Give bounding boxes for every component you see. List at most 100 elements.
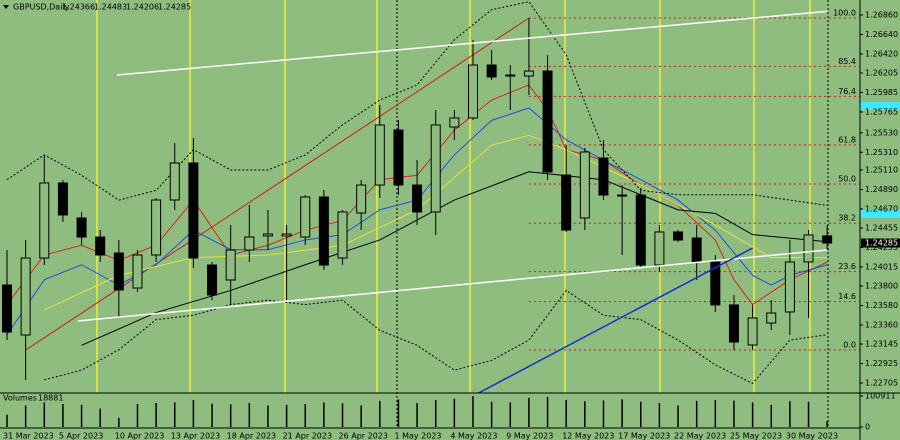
candle-body — [635, 194, 646, 266]
y-tick-label: 1.24455 — [865, 223, 898, 232]
candle-body — [374, 124, 385, 186]
candle-body — [2, 284, 12, 333]
fib-label: 100.0 — [833, 8, 856, 17]
fib-label: 0.0 — [843, 341, 856, 350]
candle-body — [561, 174, 572, 231]
symbol: GBPUSD,Daily — [13, 3, 70, 12]
x-tick-label: 5 Apr 2023 — [59, 432, 103, 440]
x-tick-label: 1 May 2023 — [394, 432, 441, 440]
candle-body — [39, 182, 50, 259]
close: 1.24285 — [158, 3, 191, 12]
candle-body — [523, 70, 534, 77]
y-tick-label: 1.24670 — [865, 204, 898, 213]
y-tick-label: 1.25530 — [865, 128, 898, 137]
trend-line — [478, 247, 753, 393]
y-tick-label: 1.22705 — [865, 378, 898, 387]
candle-body — [132, 254, 143, 289]
y-tick-label: 1.23800 — [865, 282, 898, 291]
month-separators — [396, 0, 829, 427]
candle-body — [207, 264, 218, 296]
fib-label: 50.0 — [838, 174, 856, 183]
plot — [2, 1, 860, 393]
candle-body — [356, 184, 367, 214]
candle-body — [57, 182, 68, 216]
y-tick-label: 1.26640 — [865, 30, 898, 39]
candle-body — [598, 157, 609, 196]
low: 1.24206 — [126, 3, 159, 12]
candle-body — [468, 64, 478, 119]
fib-label: 61.8 — [838, 135, 856, 144]
price-box — [861, 238, 900, 248]
candle-body — [710, 261, 721, 306]
candle-body — [262, 233, 273, 237]
trend-line — [77, 249, 828, 322]
candle-body — [337, 211, 348, 259]
candle-body — [617, 194, 628, 197]
y-tick-label: 1.26860 — [865, 10, 898, 19]
candle-body — [318, 196, 329, 266]
candle-body — [822, 235, 833, 244]
x-tick-label: 26 Apr 2023 — [339, 432, 388, 440]
x-tick-label: 10 Apr 2023 — [115, 432, 164, 440]
marker — [860, 102, 900, 110]
y-tick-label: 1.23360 — [865, 320, 898, 329]
y-tick-label: 1.22925 — [865, 359, 898, 368]
x-tick-label: 13 Apr 2023 — [171, 432, 220, 440]
y-tick-label: 1.25985 — [865, 88, 898, 97]
candle-body — [728, 304, 739, 343]
trend-line — [116, 10, 828, 76]
volume-value: 18881 — [38, 394, 63, 403]
high: 1.24483 — [94, 3, 127, 12]
candle-body — [76, 217, 87, 238]
fib-label: 14.6 — [838, 292, 856, 301]
candle-body — [542, 70, 553, 173]
candle-body — [169, 162, 180, 201]
x-tick-label: 22 May 2023 — [674, 432, 726, 440]
x-tick-label: 18 Apr 2023 — [227, 432, 276, 440]
candle-body — [673, 231, 684, 241]
x-tick-label: 17 May 2023 — [618, 432, 670, 440]
y-tick-label: 1.24890 — [865, 185, 898, 194]
candle-body — [95, 236, 106, 256]
candle-body — [244, 236, 255, 251]
x-tick-label: 21 Apr 2023 — [283, 432, 332, 440]
fib-trend — [25, 17, 530, 351]
y-tick-label: 1.26420 — [865, 49, 898, 58]
candle-body — [20, 257, 31, 336]
candle-body — [393, 129, 404, 186]
candle-body — [691, 237, 702, 263]
price-label: 1.24285 — [865, 239, 898, 248]
fib-label: 76.4 — [838, 87, 856, 96]
y-tick-label: 1.23580 — [865, 301, 898, 310]
candle-body — [505, 74, 516, 77]
x-tick-label: 30 May 2023 — [786, 432, 838, 440]
x-tick-label: 31 Mar 2023 — [3, 432, 54, 440]
x-tick-label: 12 May 2023 — [562, 432, 614, 440]
candle-body — [225, 249, 236, 281]
y-tick-label: 1.24015 — [865, 262, 898, 271]
volume-tick-label: 100911 — [865, 392, 896, 401]
candle-body — [151, 199, 162, 256]
x-tick-label: 4 May 2023 — [450, 432, 497, 440]
volume-label: Volumes — [3, 394, 37, 403]
y-tick-label: 1.25310 — [865, 148, 898, 157]
fib-label: 23.6 — [838, 262, 856, 271]
candle-body — [281, 233, 292, 237]
candle-body — [412, 184, 423, 213]
y-tick-label: 1.26205 — [865, 68, 898, 77]
indicator-line — [44, 289, 828, 385]
fib-label: 85.4 — [838, 57, 856, 66]
candle-body — [486, 64, 497, 78]
candle-body — [449, 117, 460, 128]
y-tick-label: 1.25110 — [865, 165, 898, 174]
fib-label: 38.2 — [838, 214, 856, 223]
candle-body — [188, 162, 199, 259]
menu-icon[interactable] — [3, 5, 9, 9]
candle-body — [300, 196, 311, 238]
marker — [860, 210, 900, 218]
candle-body — [654, 231, 665, 266]
candle-body — [113, 252, 124, 291]
candle-body — [579, 151, 590, 219]
candle-body — [803, 234, 814, 263]
